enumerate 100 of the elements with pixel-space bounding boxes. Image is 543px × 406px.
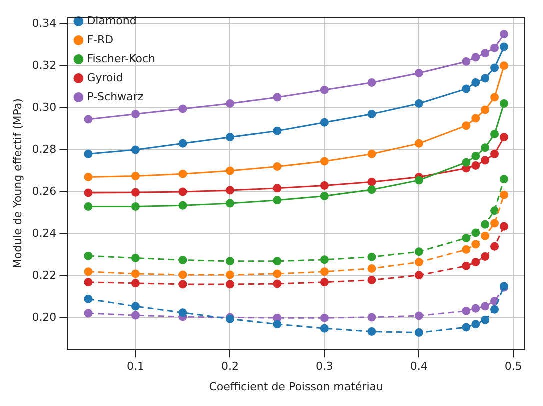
- point: [84, 294, 93, 304]
- legend-label: Diamond: [87, 14, 137, 28]
- point: [462, 158, 471, 167]
- point: [368, 186, 376, 194]
- point: [368, 276, 376, 285]
- point: [273, 196, 282, 205]
- point: [490, 219, 500, 228]
- point: [500, 100, 508, 108]
- y-axis-title: Module de Young effectif (MPa): [11, 98, 24, 269]
- legend-label: Gyroid: [87, 71, 124, 84]
- y-tick-label: 0.32: [32, 58, 57, 72]
- point: [490, 93, 500, 102]
- legend-label: F-RD: [87, 33, 114, 46]
- point: [84, 278, 93, 287]
- point: [178, 139, 188, 148]
- point: [481, 49, 490, 58]
- point: [462, 57, 471, 66]
- point: [320, 192, 329, 200]
- point: [490, 150, 500, 158]
- point: [320, 268, 329, 276]
- point: [320, 86, 329, 94]
- point: [84, 150, 93, 158]
- point: [500, 42, 508, 52]
- point: [320, 157, 329, 166]
- point: [320, 118, 329, 127]
- point: [481, 106, 490, 114]
- point: [462, 84, 471, 94]
- point: [490, 44, 500, 52]
- point: [462, 323, 471, 332]
- point: [500, 222, 508, 231]
- point: [481, 220, 490, 229]
- y-tick-label: 0.22: [32, 268, 57, 282]
- point: [320, 324, 329, 333]
- point: [368, 78, 376, 87]
- point: [490, 206, 500, 216]
- point: [226, 280, 234, 289]
- x-tick-label: 0.2: [221, 360, 239, 374]
- point: [84, 268, 93, 276]
- x-tick-label: 0.1: [126, 360, 144, 374]
- point: [131, 254, 140, 262]
- point: [84, 202, 93, 211]
- point: [500, 62, 508, 70]
- point: [131, 270, 140, 278]
- point: [490, 64, 500, 72]
- point: [472, 161, 480, 170]
- y-tick-label: 0.34: [32, 16, 57, 30]
- point: [490, 242, 500, 251]
- point: [462, 262, 471, 270]
- point: [481, 252, 490, 261]
- point: [131, 146, 140, 154]
- point: [226, 186, 234, 195]
- point: [84, 252, 93, 260]
- point: [226, 270, 234, 280]
- y-tick-label: 0.20: [32, 310, 57, 324]
- point: [472, 304, 480, 313]
- point: [472, 78, 480, 87]
- point: [273, 280, 282, 288]
- point: [273, 93, 282, 102]
- point: [131, 311, 140, 320]
- point: [368, 252, 376, 262]
- point: [273, 270, 282, 278]
- point: [462, 306, 471, 316]
- point: [462, 234, 471, 242]
- point: [226, 100, 234, 108]
- point: [320, 278, 329, 287]
- point: [226, 166, 234, 176]
- point: [178, 170, 188, 178]
- point: [414, 100, 424, 108]
- point: [178, 270, 188, 280]
- point: [131, 279, 140, 288]
- point: [273, 257, 282, 266]
- point: [320, 314, 329, 322]
- point: [84, 309, 93, 318]
- point: [273, 184, 282, 193]
- point: [472, 228, 480, 238]
- point: [131, 302, 140, 311]
- point: [84, 173, 93, 182]
- point: [472, 320, 480, 329]
- point: [414, 176, 424, 185]
- legend-label: P-Schwarz: [87, 90, 144, 104]
- point: [481, 74, 490, 83]
- point: [131, 110, 140, 119]
- point: [131, 172, 140, 180]
- y-tick-label: 0.26: [32, 184, 57, 198]
- point: [414, 258, 424, 267]
- point: [414, 248, 424, 256]
- point: [368, 264, 376, 273]
- point: [226, 257, 234, 266]
- point: [226, 199, 234, 208]
- point: [472, 53, 480, 62]
- point: [368, 178, 376, 186]
- point: [368, 110, 376, 119]
- point: [462, 246, 471, 254]
- x-tick-label: 0.3: [316, 360, 334, 374]
- point: [481, 144, 490, 152]
- point: [472, 240, 480, 249]
- point: [273, 126, 282, 136]
- point: [368, 150, 376, 158]
- point: [481, 232, 490, 240]
- point: [500, 133, 508, 142]
